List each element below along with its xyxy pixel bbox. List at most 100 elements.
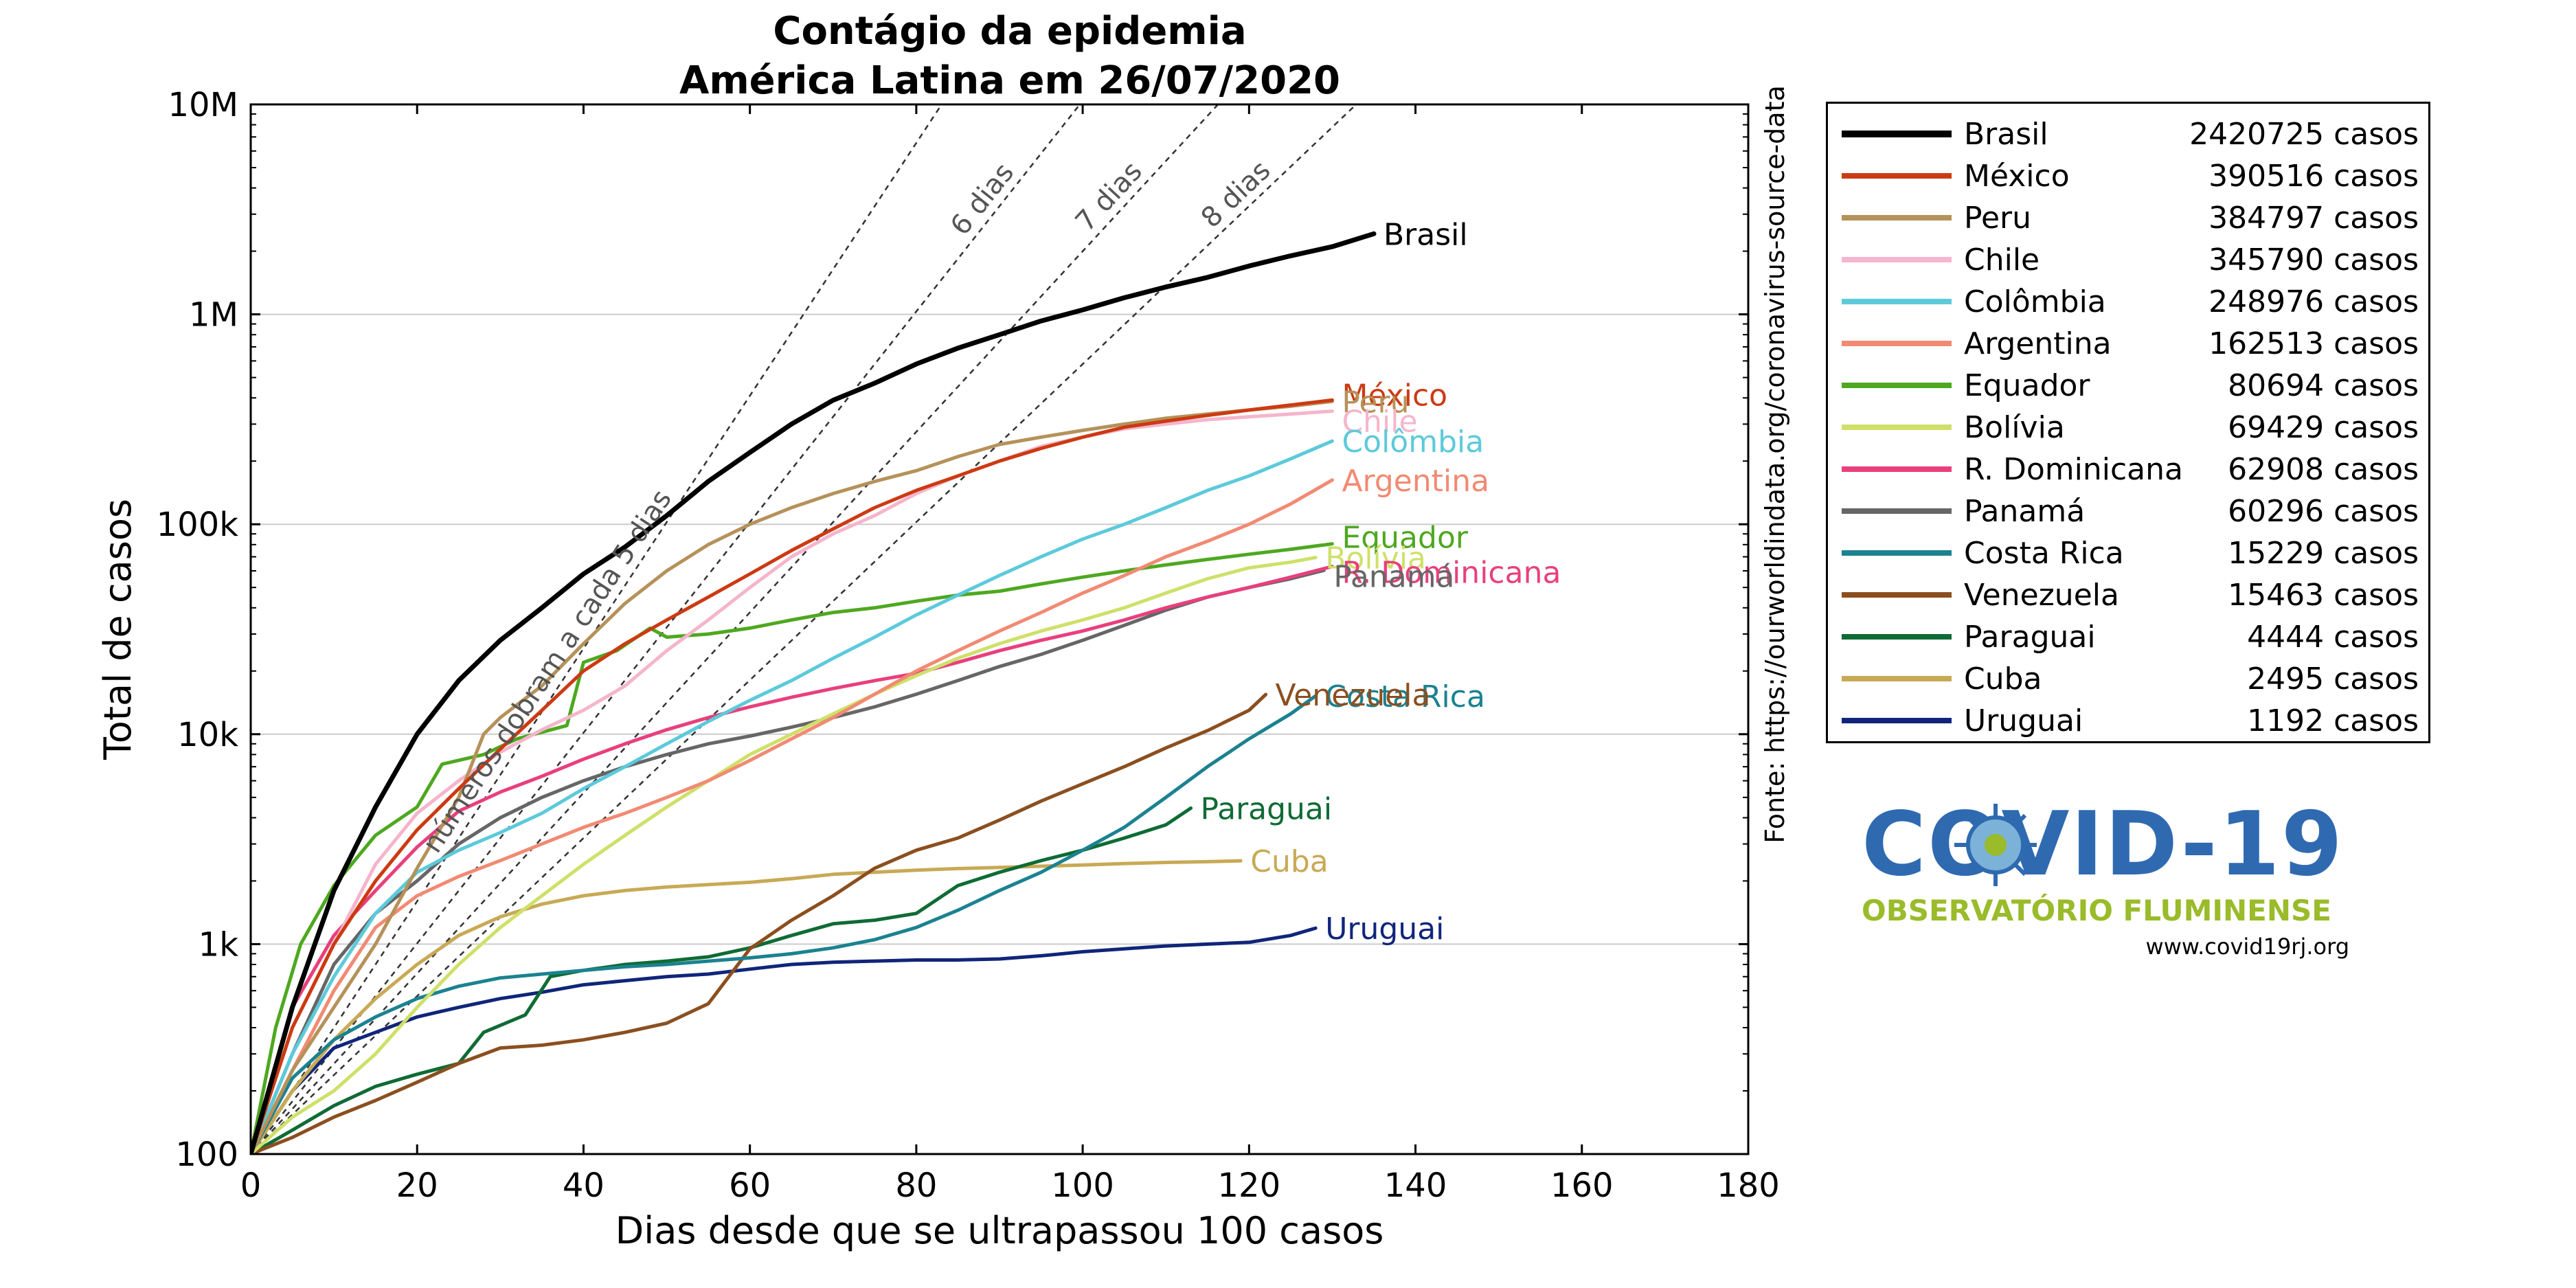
legend-item: Uruguai 1192 casos (1828, 700, 2432, 742)
covid19-logo: COVID-19 OBSERVATÓRIO FLUMINENSE www.cov… (1855, 797, 2377, 962)
legend-count: 15229 casos (2228, 536, 2419, 571)
y-tick-label: 1M (189, 296, 238, 335)
legend-name: Cuba (1964, 662, 2042, 697)
series-end-label: Brasil (1383, 217, 1468, 252)
legend-item: Equador 80694 casos (1828, 365, 2432, 407)
legend-item: Argentina 162513 casos (1828, 323, 2432, 365)
logo-url: www.covid19rj.org (2145, 934, 2349, 960)
x-tick-label: 160 (1550, 1166, 1614, 1205)
legend-swatch (1842, 550, 1952, 556)
legend-name: Paraguai (1964, 620, 2096, 655)
legend-count: 2495 casos (2247, 662, 2419, 697)
series-line-cuba (251, 859, 1243, 1154)
chart-title-line2: América Latina em 26/07/2020 (679, 58, 1340, 103)
legend-item: Bolívia 69429 casos (1828, 407, 2432, 449)
legend-name: México (1964, 159, 2070, 194)
legend-item: Panamá 60296 casos (1828, 490, 2432, 532)
series-line-col-mbia (251, 439, 1334, 1154)
legend-name: Bolívia (1964, 410, 2065, 445)
x-tick-label: 140 (1384, 1166, 1447, 1205)
chart-title-line1: Contágio da epidemia (773, 9, 1247, 54)
series-line-brasil (251, 231, 1377, 1154)
legend-count: 248976 casos (2208, 284, 2419, 319)
legend-name: Peru (1964, 201, 2032, 236)
legend-swatch (1842, 341, 1952, 346)
series-end-label: Peru (1342, 385, 1409, 420)
chart-title: Contágio da epidemia América Latina em 2… (254, 7, 1765, 106)
legend-item: R. Dominicana 62908 casos (1828, 449, 2432, 490)
x-tick-label: 20 (396, 1166, 438, 1205)
x-tick-label: 0 (240, 1166, 262, 1205)
legend-swatch (1842, 508, 1952, 514)
legend-swatch (1842, 257, 1952, 262)
logo-subtitle: OBSERVATÓRIO FLUMINENSE (1862, 894, 2331, 927)
legend: Brasil 2420725 casos México 390516 casos Per… (1826, 102, 2430, 743)
legend-count: 62908 casos (2228, 452, 2419, 487)
series-line-panam- (251, 568, 1326, 1154)
series-end-label: Colômbia (1342, 425, 1484, 460)
legend-item: Peru 384797 casos (1828, 197, 2432, 239)
legend-item: Costa Rica 15229 casos (1828, 532, 2432, 574)
doubling-reference-lines (251, 104, 1357, 1154)
y-tick-label: 100k (157, 506, 239, 544)
legend-name: Costa Rica (1964, 536, 2124, 571)
series-end-label: R. Dominicana (1342, 556, 1561, 591)
legend-count: 384797 casos (2208, 201, 2419, 236)
legend-swatch (1842, 425, 1952, 430)
series-end-label: México (1342, 378, 1447, 413)
y-tick-label: 10M (168, 86, 239, 124)
doubling-line (251, 104, 1081, 1154)
source-note: Fonte: https://ourworldindata.org/corona… (1760, 85, 1790, 844)
y-tick-label: 1k (199, 925, 239, 964)
doubling-line-label: números dobram a cada 5 dias (416, 484, 677, 859)
series-lines (251, 231, 1377, 1154)
series-end-label: Costa Rica (1325, 679, 1485, 714)
legend-count: 60296 casos (2228, 494, 2419, 529)
x-tick-label: 100 (1051, 1166, 1114, 1205)
series-end-label: Cuba (1250, 844, 1329, 879)
series-line-peru (251, 399, 1334, 1154)
legend-count: 345790 casos (2208, 242, 2419, 278)
doubling-line-label: 7 dias (1070, 156, 1149, 238)
series-end-label: Venezuela (1276, 678, 1431, 713)
series-line-equador (251, 542, 1334, 1154)
legend-name: Chile (1964, 242, 2040, 278)
legend-count: 1192 casos (2247, 703, 2419, 738)
legend-item: Cuba 2495 casos (1828, 658, 2432, 700)
series-line-paraguai (251, 806, 1193, 1154)
legend-swatch (1842, 131, 1952, 137)
x-tick-label: 80 (895, 1166, 937, 1205)
doubling-line (251, 104, 1357, 1154)
series-end-label: Bolívia (1325, 541, 1426, 576)
legend-swatch (1842, 299, 1952, 304)
series-line-uruguai (251, 926, 1318, 1154)
y-tick-label: 10k (177, 716, 238, 754)
legend-swatch (1842, 215, 1952, 221)
legend-count: 69429 casos (2228, 410, 2419, 445)
legend-count: 2420725 casos (2189, 117, 2419, 152)
x-tick-label: 60 (729, 1166, 771, 1205)
legend-name: Colômbia (1964, 284, 2106, 319)
series-line-argentina (251, 478, 1334, 1154)
legend-count: 162513 casos (2208, 326, 2419, 361)
legend-name: Argentina (1964, 326, 2112, 361)
legend-swatch (1842, 383, 1952, 388)
series-end-label: Panamá (1333, 559, 1454, 594)
virus-icon (1954, 804, 2037, 886)
legend-item: Colômbia 248976 casos (1828, 281, 2432, 323)
legend-count: 15463 casos (2228, 578, 2419, 613)
legend-name: Panamá (1964, 494, 2086, 529)
legend-swatch (1842, 466, 1952, 472)
axis-ticks: 100 1k 10k 100k 1M 10M 0 20 40 60 80 100 120 140 160 18… (157, 86, 1780, 1205)
x-tick-label: 120 (1218, 1166, 1281, 1205)
legend-swatch (1842, 676, 1952, 681)
x-axis-label: Dias desde que se ultrapassou 100 casos (615, 1209, 1384, 1252)
series-line-bol-via (251, 556, 1318, 1154)
series-end-label: Paraguai (1201, 791, 1333, 826)
plot-area-frame (249, 103, 1750, 1155)
legend-swatch (1842, 592, 1952, 598)
series-line-chile (251, 409, 1334, 1154)
x-tick-label: 180 (1717, 1166, 1780, 1205)
legend-name: Equador (1964, 368, 2090, 403)
legend-item: México 390516 casos (1828, 155, 2432, 197)
